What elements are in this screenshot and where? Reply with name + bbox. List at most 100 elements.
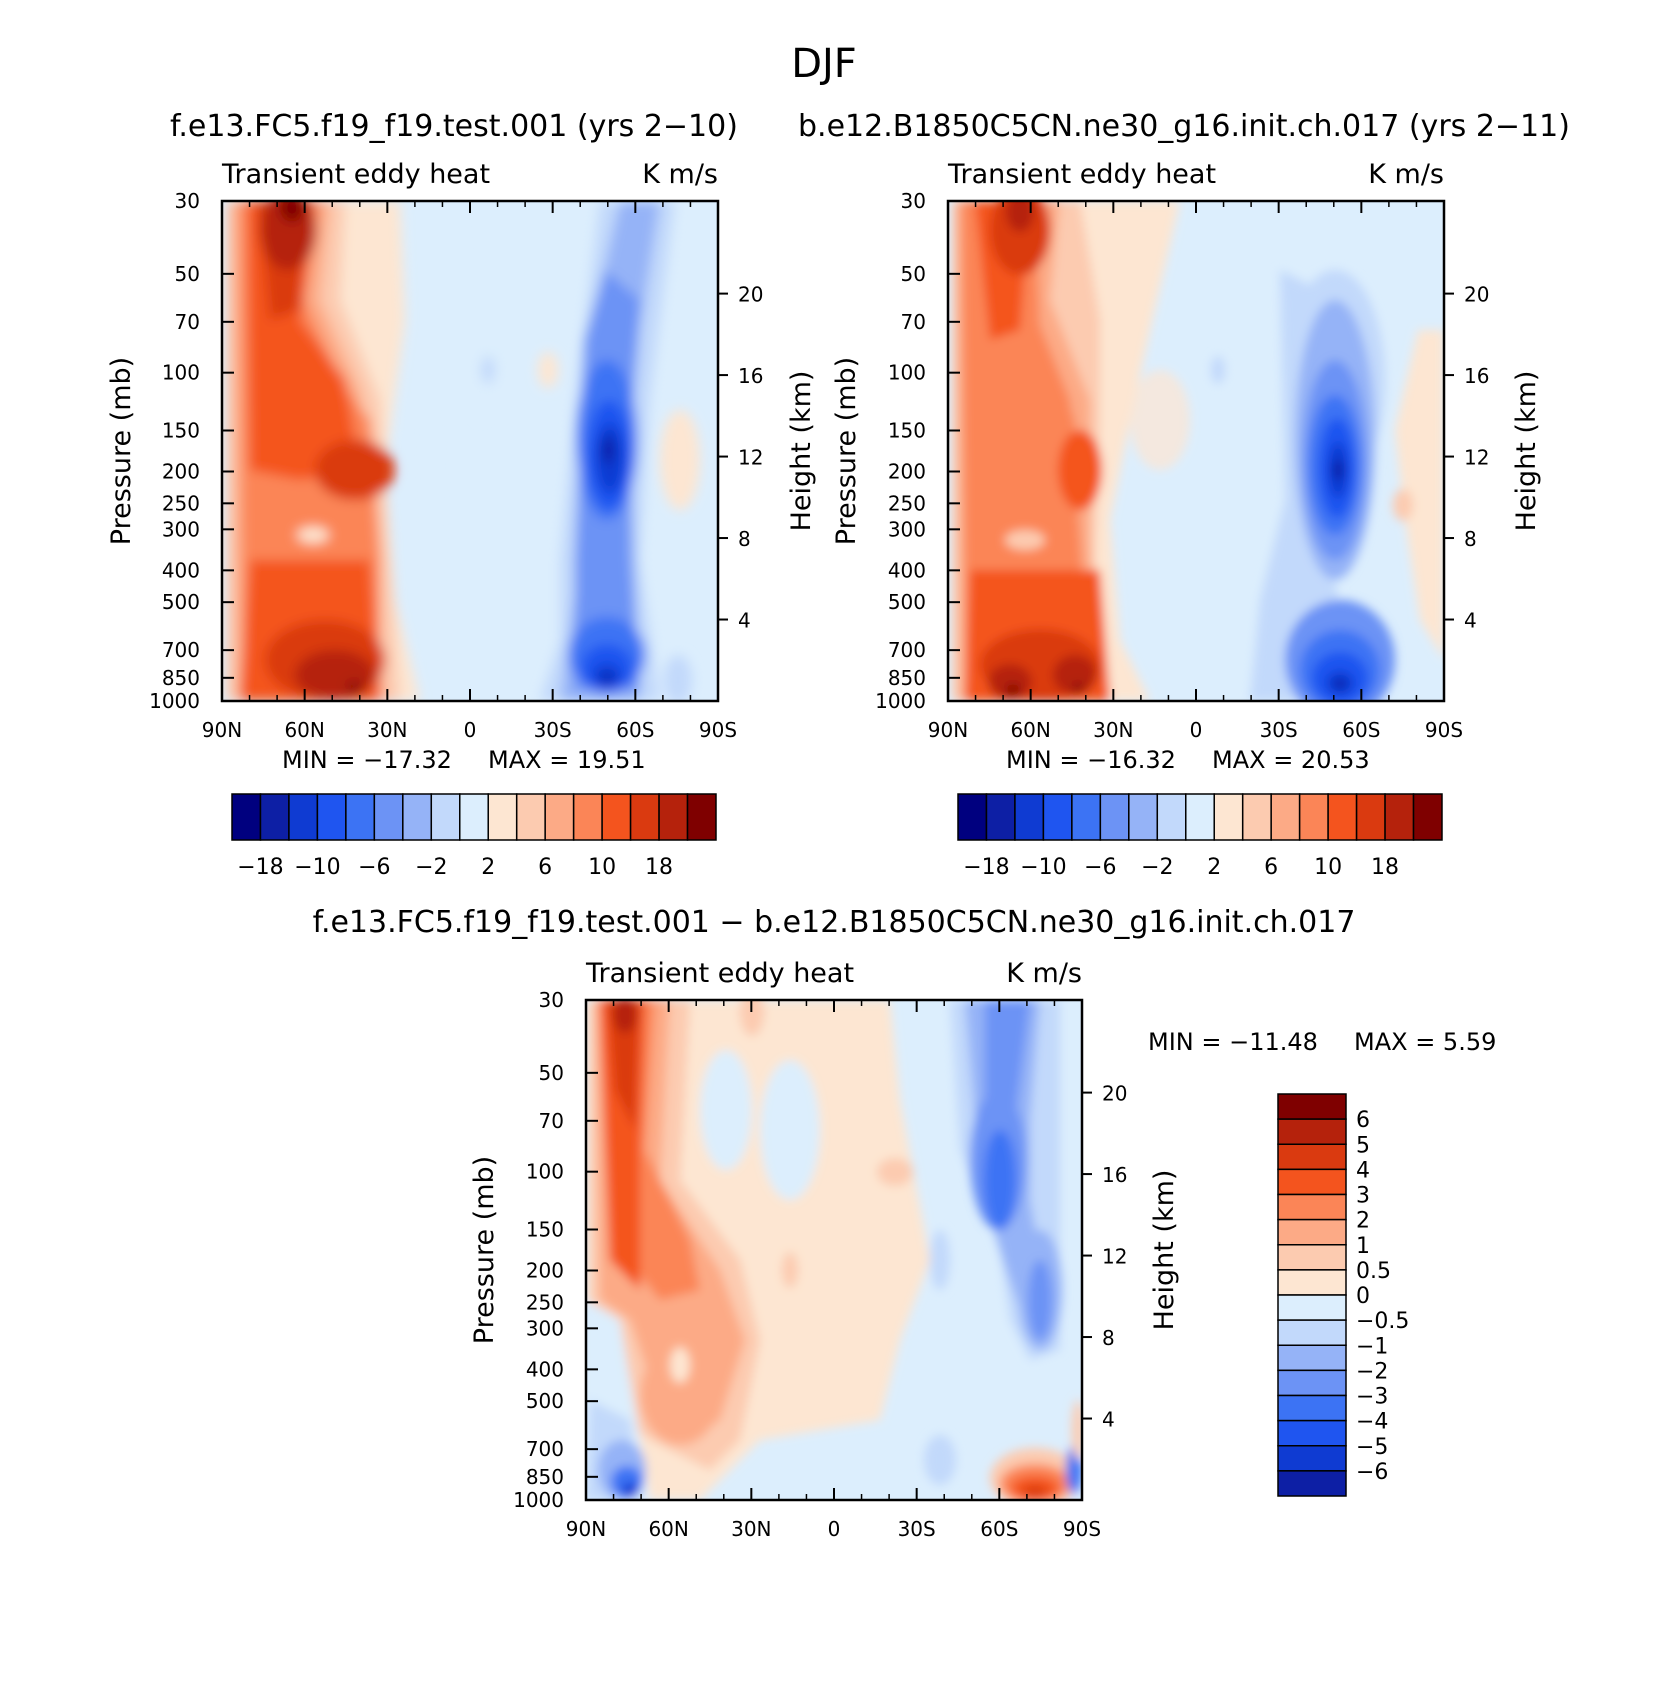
colorbar-swatch (1277, 1093, 1347, 1120)
panel-difference: 90N 60N 30N 0 30S 60S 90S305070100150200250300… (469, 958, 1496, 1541)
y2-tick-label: 8 (738, 527, 751, 551)
y-tick-label: 300 (888, 517, 926, 541)
colorbar-swatch (430, 793, 461, 841)
x-tick-label: 0 (1190, 718, 1203, 742)
colorbar-swatch (1277, 1445, 1347, 1472)
y-tick-label: 30 (539, 988, 564, 1012)
y-tick-label: 50 (175, 262, 200, 286)
y-tick-label: 70 (175, 310, 200, 334)
colorbar-swatch (231, 793, 262, 841)
colorbar-label: 6 (1356, 1108, 1370, 1133)
panel-a-y2label: Height (km) (786, 371, 817, 532)
x-tick-label: 60S (980, 1517, 1018, 1541)
colorbar-swatch (373, 793, 404, 841)
y2-tick-label: 20 (738, 283, 763, 307)
panel-c-min-text: MIN = −11.48 (1148, 1028, 1318, 1056)
colorbar-swatch (658, 793, 689, 841)
figure-title: DJF (791, 41, 857, 87)
x-tick-label: 0 (828, 1517, 841, 1541)
y-tick-label: 500 (526, 1389, 564, 1413)
colorbar-swatch (1277, 1294, 1347, 1321)
difference-title: f.e13.FC5.f19_f19.test.001 − b.e12.B1850… (313, 905, 1356, 940)
y-tick-label: 700 (162, 638, 200, 662)
x-tick-label: 60S (616, 718, 654, 742)
panel-c-max-text: MAX = 5.59 (1354, 1028, 1496, 1056)
y2-tick-label: 20 (1102, 1082, 1127, 1106)
colorbar-swatch (1327, 793, 1358, 841)
x-tick-label: 90S (699, 718, 737, 742)
x-tick-label: 90S (1425, 718, 1463, 742)
colorbar-label: 2 (481, 855, 495, 880)
colorbar-swatch (515, 793, 546, 841)
x-tick-label: 0 (464, 718, 477, 742)
x-tick-label: 30S (898, 1517, 936, 1541)
y2-tick-label: 12 (738, 446, 763, 470)
panel-experiment: 90N 60N 30N 0 30S 60S 90S 30 50 70 100 150 200 250300… (831, 159, 1542, 880)
colorbar-swatch (316, 793, 347, 841)
y2-tick-label: 16 (1464, 364, 1489, 388)
panel-a-case-title: f.e13.FC5.f19_f19.test.001 (yrs 2−10) (170, 109, 738, 144)
y-tick-label: 150 (888, 418, 926, 442)
y-tick-label: 150 (162, 418, 200, 442)
x-tick-label: 60N (648, 1517, 688, 1541)
colorbar-label: 3 (1356, 1184, 1370, 1209)
colorbar-label: −0.5 (1356, 1309, 1409, 1334)
panel-c-subtitle-right: K m/s (1006, 958, 1082, 989)
colorbar-label: 6 (538, 855, 552, 880)
y-tick-label: 30 (175, 189, 200, 213)
panel-b-max-text: MAX = 20.53 (1212, 746, 1370, 774)
y-tick-label: 70 (901, 310, 926, 334)
x-tick-label: 30N (731, 1517, 771, 1541)
colorbar-swatch (1099, 793, 1130, 841)
y-tick-label: 250 (888, 491, 926, 515)
y-tick-label: 1000 (513, 1488, 564, 1512)
colorbar-label: −1 (1356, 1334, 1388, 1359)
panel-b-ylabel: Pressure (mb) (831, 357, 862, 545)
colorbar-label: 0.5 (1356, 1259, 1391, 1284)
colorbar-label: 18 (645, 855, 673, 880)
colorbar-label: −10 (294, 855, 340, 880)
y2-tick-label: 4 (1464, 609, 1477, 633)
colorbar-swatch (1384, 793, 1415, 841)
colorbar-swatch (1277, 1143, 1347, 1171)
y-tick-label: 850 (526, 1465, 564, 1489)
x-tick-label: 90N (566, 1517, 606, 1541)
y-tick-label: 250 (162, 491, 200, 515)
colorbar-swatch (686, 793, 717, 841)
x-tick-label: 90N (928, 718, 968, 742)
y2-tick-label: 4 (738, 609, 751, 633)
y-tick-label: 50 (539, 1061, 564, 1085)
colorbar-swatch (1277, 1193, 1347, 1221)
panel-a-subtitle-right: K m/s (642, 159, 718, 190)
colorbar-label: −6 (358, 855, 390, 880)
x-tick-label: 90N (202, 718, 242, 742)
y-tick-label: 400 (888, 558, 926, 582)
y-tick-label: 50 (901, 262, 926, 286)
y-tick-label: 700 (888, 638, 926, 662)
colorbar-swatch (402, 793, 433, 841)
colorbar-swatch (1277, 1244, 1347, 1271)
y-tick-label: 300 (162, 517, 200, 541)
colorbar-swatch (1277, 1269, 1347, 1296)
colorbar-swatch (1277, 1168, 1347, 1196)
colorbar-swatch (259, 793, 290, 841)
colorbar-label: −2 (1356, 1359, 1388, 1384)
colorbar-swatch (1156, 793, 1187, 841)
colorbar-swatch (1277, 1218, 1347, 1246)
y2-tick-label: 16 (738, 364, 763, 388)
x-tick-label: 30S (534, 718, 572, 742)
colorbar-swatch (1277, 1344, 1347, 1372)
panel-a-max-text: MAX = 19.51 (488, 746, 646, 774)
y2-tick-label: 12 (1464, 446, 1489, 470)
colorbar-label: −6 (1084, 855, 1116, 880)
colorbar-swatch (345, 793, 376, 841)
colorbar-label: −4 (1356, 1410, 1388, 1435)
colorbar-swatch (459, 793, 489, 841)
colorbar-swatch (1277, 1118, 1347, 1145)
y-tick-label: 100 (162, 361, 200, 385)
x-tick-label: 60N (284, 718, 324, 742)
colorbar-swatch (1277, 1419, 1347, 1447)
colorbar-swatch (572, 793, 603, 841)
y-tick-label: 300 (526, 1316, 564, 1340)
panel-b-subtitle-left: Transient eddy heat (947, 159, 1216, 190)
